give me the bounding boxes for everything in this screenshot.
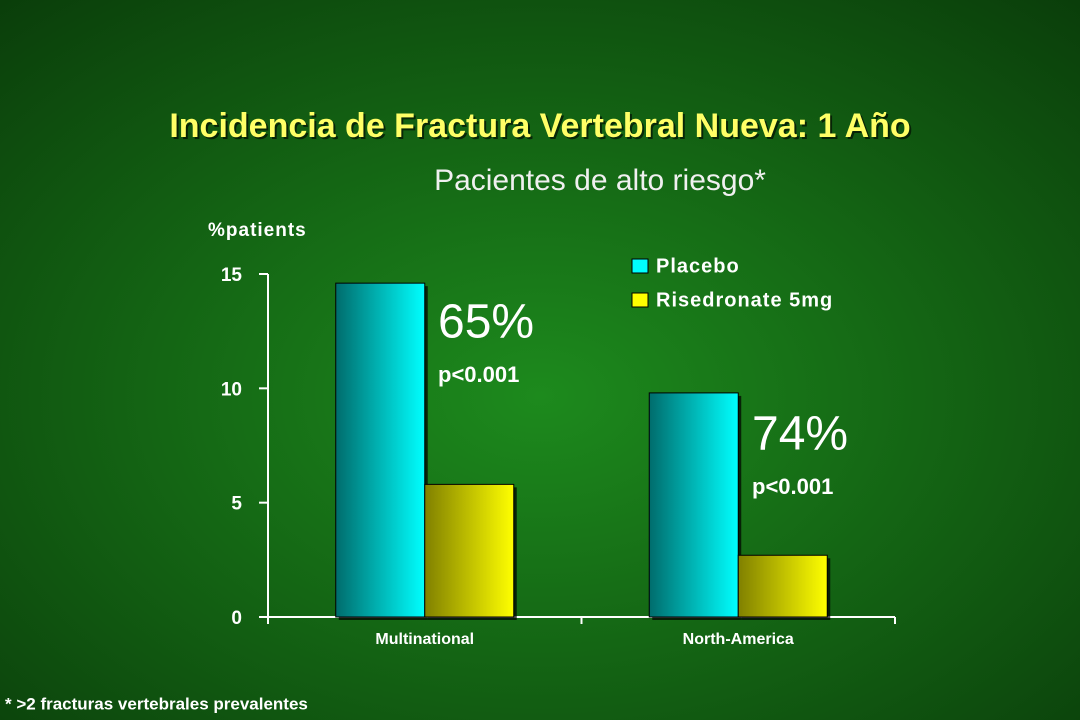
legend-label: Placebo: [656, 255, 740, 277]
annotation: p<0.001: [438, 362, 519, 387]
bar: [424, 483, 515, 618]
footnote: * >2 fracturas vertebrales prevalentes: [5, 694, 308, 713]
annotation: 65%: [438, 296, 534, 349]
bar: [737, 554, 828, 618]
chart-title-shadow: Incidencia de Fractura Vertebral Nueva: …: [171, 109, 912, 147]
chart-title: Incidencia de Fractura Vertebral Nueva: …: [169, 107, 910, 145]
chart-subtitle: Pacientes de alto riesgo*: [434, 164, 766, 197]
bar: [335, 282, 426, 618]
y-axis-label: %patients: [208, 220, 307, 241]
x-tick-label: Multinational: [375, 631, 474, 648]
annotation: p<0.001: [752, 474, 833, 499]
legend-swatch: [631, 292, 649, 308]
annotation: 74%: [752, 408, 848, 461]
y-tick-label: 10: [221, 379, 242, 400]
legend-label: Risedronate 5mg: [656, 289, 833, 311]
y-tick-label: 5: [231, 494, 242, 515]
y-tick-label: 15: [221, 265, 243, 286]
legend-swatch: [631, 258, 649, 274]
y-tick-label: 0: [231, 608, 242, 629]
x-tick-label: North-America: [683, 631, 794, 648]
bar: [648, 392, 739, 618]
